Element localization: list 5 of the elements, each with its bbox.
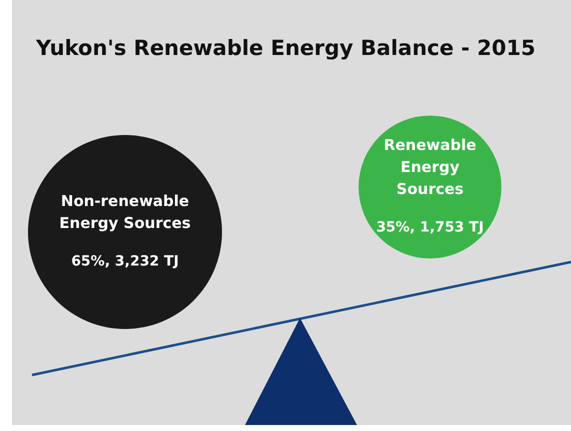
data-label: 35%, 1,753 TJ: [376, 220, 484, 236]
category-label: Renewable Energy Sources: [384, 136, 476, 198]
category-label: Non-renewable Energy Sources: [59, 192, 191, 232]
data-label: 65%, 3,232 TJ: [71, 254, 179, 270]
text: Yukon's Renewable Energy Balance - 2015: [36, 36, 536, 60]
